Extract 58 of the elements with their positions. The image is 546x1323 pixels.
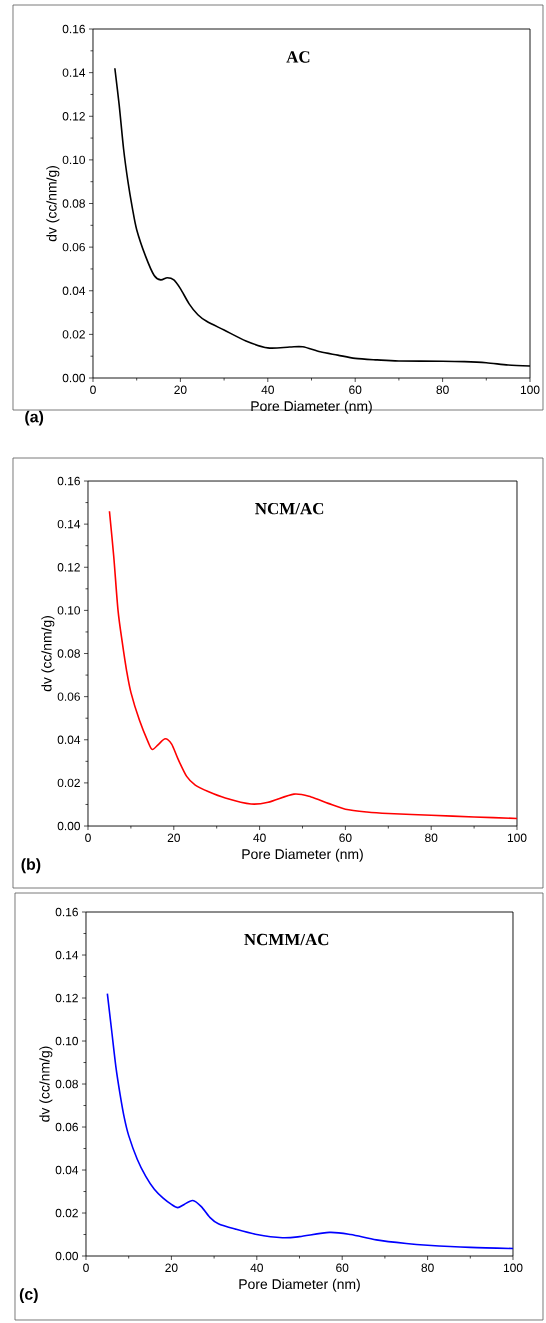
y-tick-label: 0.08: [62, 199, 85, 208]
y-tick-label: 0.06: [55, 1122, 78, 1132]
text: AC: [286, 51, 310, 63]
x-axis-title: Pore Diameter (nm): [251, 400, 372, 414]
x-tick-label: 80: [436, 385, 449, 394]
y-tick-label: 0.06: [62, 242, 85, 252]
x-tick-label: 20: [174, 385, 187, 394]
y-tick-label: 0.04: [55, 1165, 79, 1175]
y-tick-label: 0.16: [55, 907, 78, 917]
x-tick-label: 100: [507, 833, 527, 842]
line-series: [106, 992, 514, 1250]
y-axis-title: dv (cc/nm/g): [46, 166, 60, 242]
y-tick-label: 0.12: [62, 112, 85, 121]
x-tick-label: 0: [85, 833, 91, 842]
x-axis-title: Pore Diameter (nm): [239, 1278, 360, 1292]
y-axis-title: dv (cc/nm/g): [41, 616, 55, 692]
x-tick-label: 100: [503, 1263, 523, 1272]
y-tick-label: 0.12: [57, 563, 80, 572]
y-axis-title: dv (cc/nm/g): [39, 1046, 53, 1122]
x-tick-label: 60: [336, 1263, 349, 1272]
y-tick-label: 0.14: [62, 68, 86, 77]
x-tick-label: 80: [425, 833, 438, 842]
y-tick-label: 0.14: [55, 950, 79, 960]
y-tick-label: 0.02: [57, 778, 80, 788]
x-tick-label: 80: [421, 1263, 434, 1272]
x-tick-label: 20: [167, 833, 180, 842]
text: NCM/AC: [255, 502, 324, 515]
y-tick-label: 0.02: [55, 1208, 78, 1218]
x-axis-title: Pore Diameter (nm): [242, 848, 363, 862]
y-tick-label: 0.16: [62, 24, 85, 34]
y-tick-label: 0.10: [57, 606, 81, 615]
text: (b): [21, 858, 41, 874]
y-tick-label: 0.08: [57, 649, 80, 658]
y-tick-label: 0.10: [62, 155, 86, 165]
x-tick-label: 60: [349, 385, 362, 394]
y-tick-label: 0.12: [55, 993, 78, 1003]
y-tick-label: 0.00: [57, 821, 81, 831]
y-tick-label: 0.02: [62, 330, 85, 339]
y-tick-label: 0.00: [55, 1251, 79, 1261]
x-tick-label: 40: [250, 1263, 263, 1272]
y-tick-label: 0.16: [57, 476, 80, 486]
x-tick-label: 0: [83, 1263, 89, 1272]
y-tick-label: 0.04: [57, 735, 81, 744]
y-tick-label: 0.14: [57, 519, 81, 529]
x-tick-label: 0: [90, 385, 96, 394]
x-tick-label: 40: [261, 385, 274, 394]
text: (c): [19, 1288, 38, 1304]
y-tick-label: 0.08: [55, 1079, 78, 1089]
text: NCMM/AC: [244, 933, 329, 946]
y-tick-label: 0.10: [55, 1036, 79, 1046]
y-tick-label: 0.06: [57, 692, 80, 701]
y-tick-label: 0.04: [62, 286, 86, 295]
x-tick-label: 20: [165, 1263, 178, 1272]
text: (a): [25, 410, 44, 426]
x-tick-label: 60: [339, 833, 352, 842]
x-tick-label: 40: [253, 833, 266, 842]
x-tick-label: 100: [520, 385, 540, 394]
y-tick-label: 0.00: [62, 373, 86, 383]
